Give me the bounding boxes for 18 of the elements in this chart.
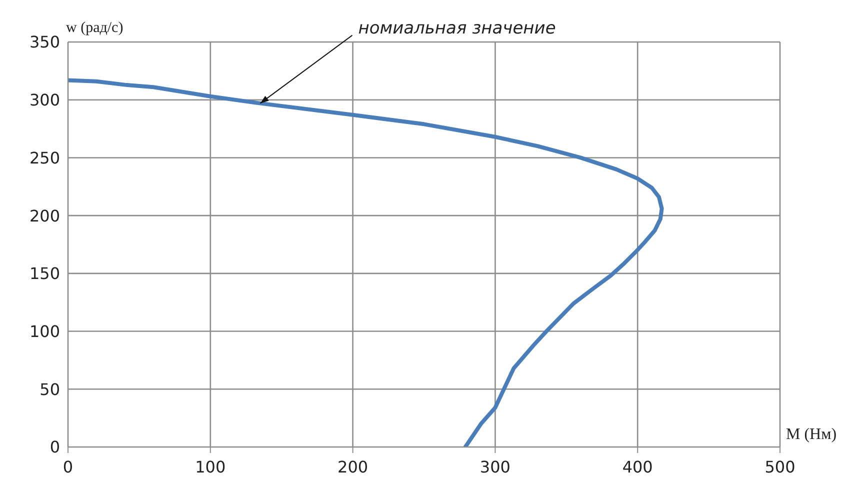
x-axis-title: M (Нм) — [786, 426, 837, 443]
x-tick-label: 300 — [480, 457, 510, 476]
x-tick-label: 400 — [622, 457, 653, 476]
y-tick-label: 150 — [29, 264, 60, 284]
x-tick-label: 500 — [764, 457, 796, 476]
x-tick-label: 0 — [62, 457, 74, 476]
line-series — [68, 78, 664, 447]
y-tick-label: 350 — [29, 32, 60, 52]
y-tick-label: 100 — [29, 322, 60, 341]
y-tick-label: 200 — [29, 206, 60, 226]
x-tick-label: 100 — [195, 457, 226, 476]
y-tick-label: 0 — [50, 438, 60, 457]
y-tick-label: 50 — [40, 380, 60, 399]
y-tick-label: 250 — [29, 148, 60, 168]
y-tick-label: 300 — [29, 90, 60, 110]
annotation: номиальная значение — [358, 18, 556, 38]
x-tick-label: 200 — [338, 457, 368, 476]
y-axis-title: w (рад/с) — [66, 20, 124, 36]
